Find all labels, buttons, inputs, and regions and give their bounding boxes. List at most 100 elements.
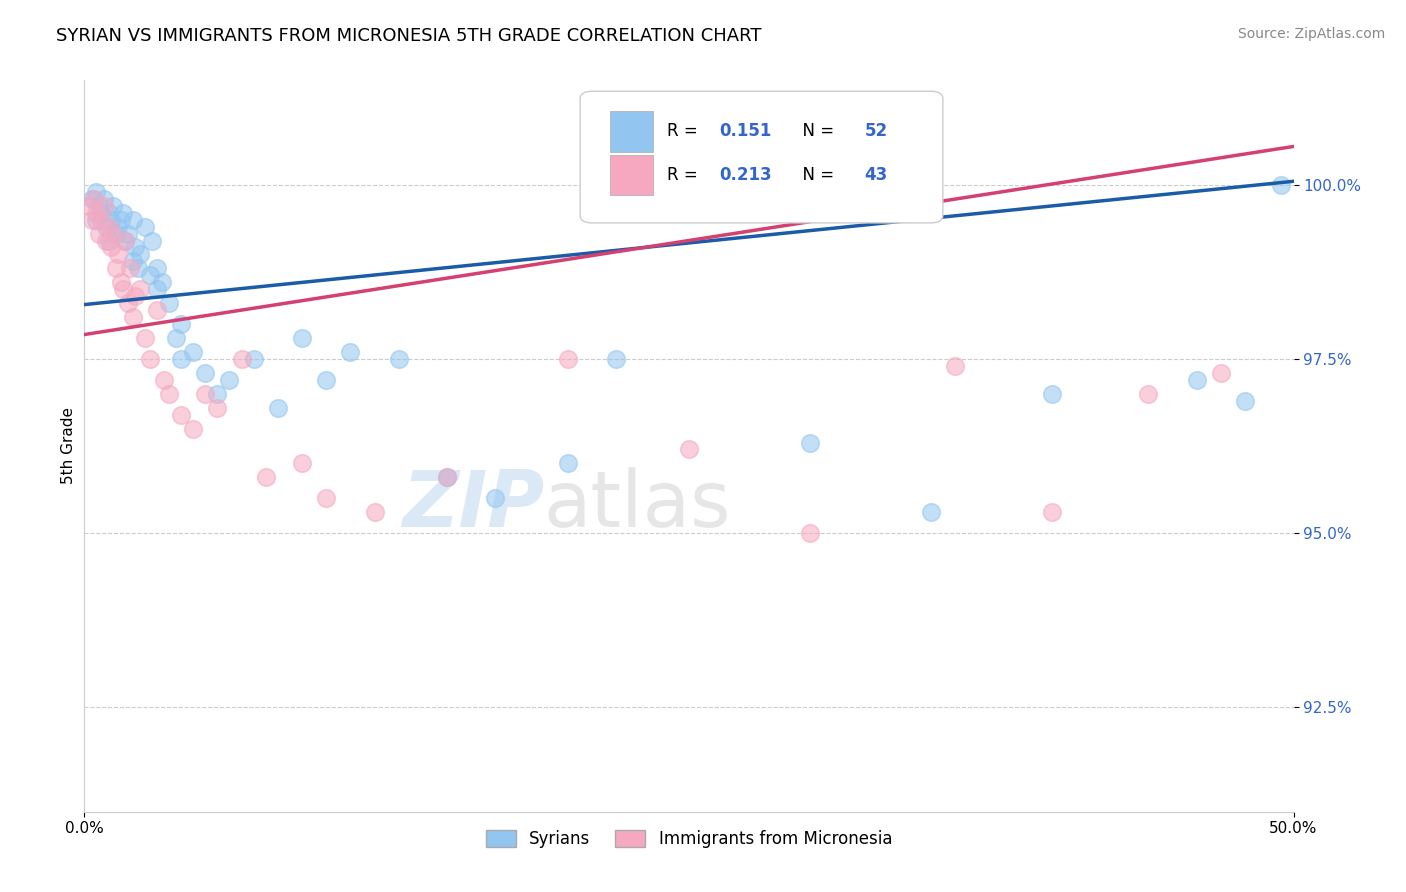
Point [103,227,125,241]
Point [315,373,337,387]
Point [124,289,146,303]
Point [388,351,411,366]
Point [97,205,120,219]
Point [114,234,136,248]
Text: R =: R = [668,167,703,185]
Point [86,185,108,199]
Point [678,442,700,457]
Point [121,212,143,227]
Point [117,227,139,241]
FancyBboxPatch shape [581,91,943,223]
Point [121,310,143,325]
Point [94,234,117,248]
Point [134,219,156,234]
Text: Source: ZipAtlas.com: Source: ZipAtlas.com [1237,27,1385,41]
Point [146,282,169,296]
Point [267,401,290,415]
Point [100,212,122,227]
Point [254,470,277,484]
Point [165,331,187,345]
Y-axis label: 5th Grade: 5th Grade [60,408,76,484]
Point [110,212,132,227]
Point [93,192,115,206]
Point [181,421,204,435]
Point [104,261,127,276]
Point [87,227,110,241]
Point [157,296,180,310]
Point [1137,386,1160,401]
Text: ZIP: ZIP [402,467,544,542]
Point [194,386,217,401]
Point [153,373,176,387]
Text: N =: N = [792,167,839,185]
Point [557,351,579,366]
Point [920,505,942,519]
Point [1234,393,1257,408]
Point [218,373,240,387]
Point [90,212,112,227]
Text: 43: 43 [865,167,887,185]
Text: N =: N = [792,122,839,140]
Text: R =: R = [668,122,703,140]
Point [129,282,152,296]
Point [80,192,103,206]
Point [134,331,156,345]
Point [86,212,108,227]
Point [484,491,506,506]
Point [86,205,108,219]
Point [339,345,361,359]
Point [1040,386,1063,401]
Point [127,261,149,276]
Legend: Syrians, Immigrants from Micronesia: Syrians, Immigrants from Micronesia [479,823,898,855]
Point [94,219,117,234]
Point [170,317,193,331]
Point [138,268,160,283]
FancyBboxPatch shape [610,112,652,152]
Point [943,359,966,373]
Point [124,240,146,254]
Point [291,331,314,345]
Point [242,351,264,366]
Point [170,408,193,422]
Point [138,351,160,366]
Point [104,227,127,241]
Point [112,205,135,219]
Point [107,247,129,261]
Point [97,234,120,248]
Text: atlas: atlas [544,467,731,542]
Point [1040,505,1063,519]
Point [799,526,821,541]
Point [157,386,180,401]
Point [150,275,173,289]
Point [87,199,110,213]
Text: 52: 52 [865,122,887,140]
Point [103,199,125,213]
Point [436,470,458,484]
Point [117,296,139,310]
Point [121,254,143,268]
Point [363,505,385,519]
Point [231,351,253,366]
Text: SYRIAN VS IMMIGRANTS FROM MICRONESIA 5TH GRADE CORRELATION CHART: SYRIAN VS IMMIGRANTS FROM MICRONESIA 5TH… [56,27,762,45]
Point [170,351,193,366]
Point [1185,373,1208,387]
Text: 0.213: 0.213 [720,167,772,185]
Point [90,205,112,219]
Point [605,351,627,366]
Point [120,261,142,276]
Point [146,261,169,276]
Point [146,303,169,318]
Point [112,282,135,296]
Point [207,386,229,401]
Point [799,435,821,450]
Point [436,470,458,484]
Point [80,212,103,227]
Point [315,491,337,506]
Point [129,247,152,261]
Point [107,219,129,234]
Point [207,401,229,415]
Point [100,240,122,254]
Point [77,199,100,213]
Point [110,275,132,289]
Point [291,457,314,471]
